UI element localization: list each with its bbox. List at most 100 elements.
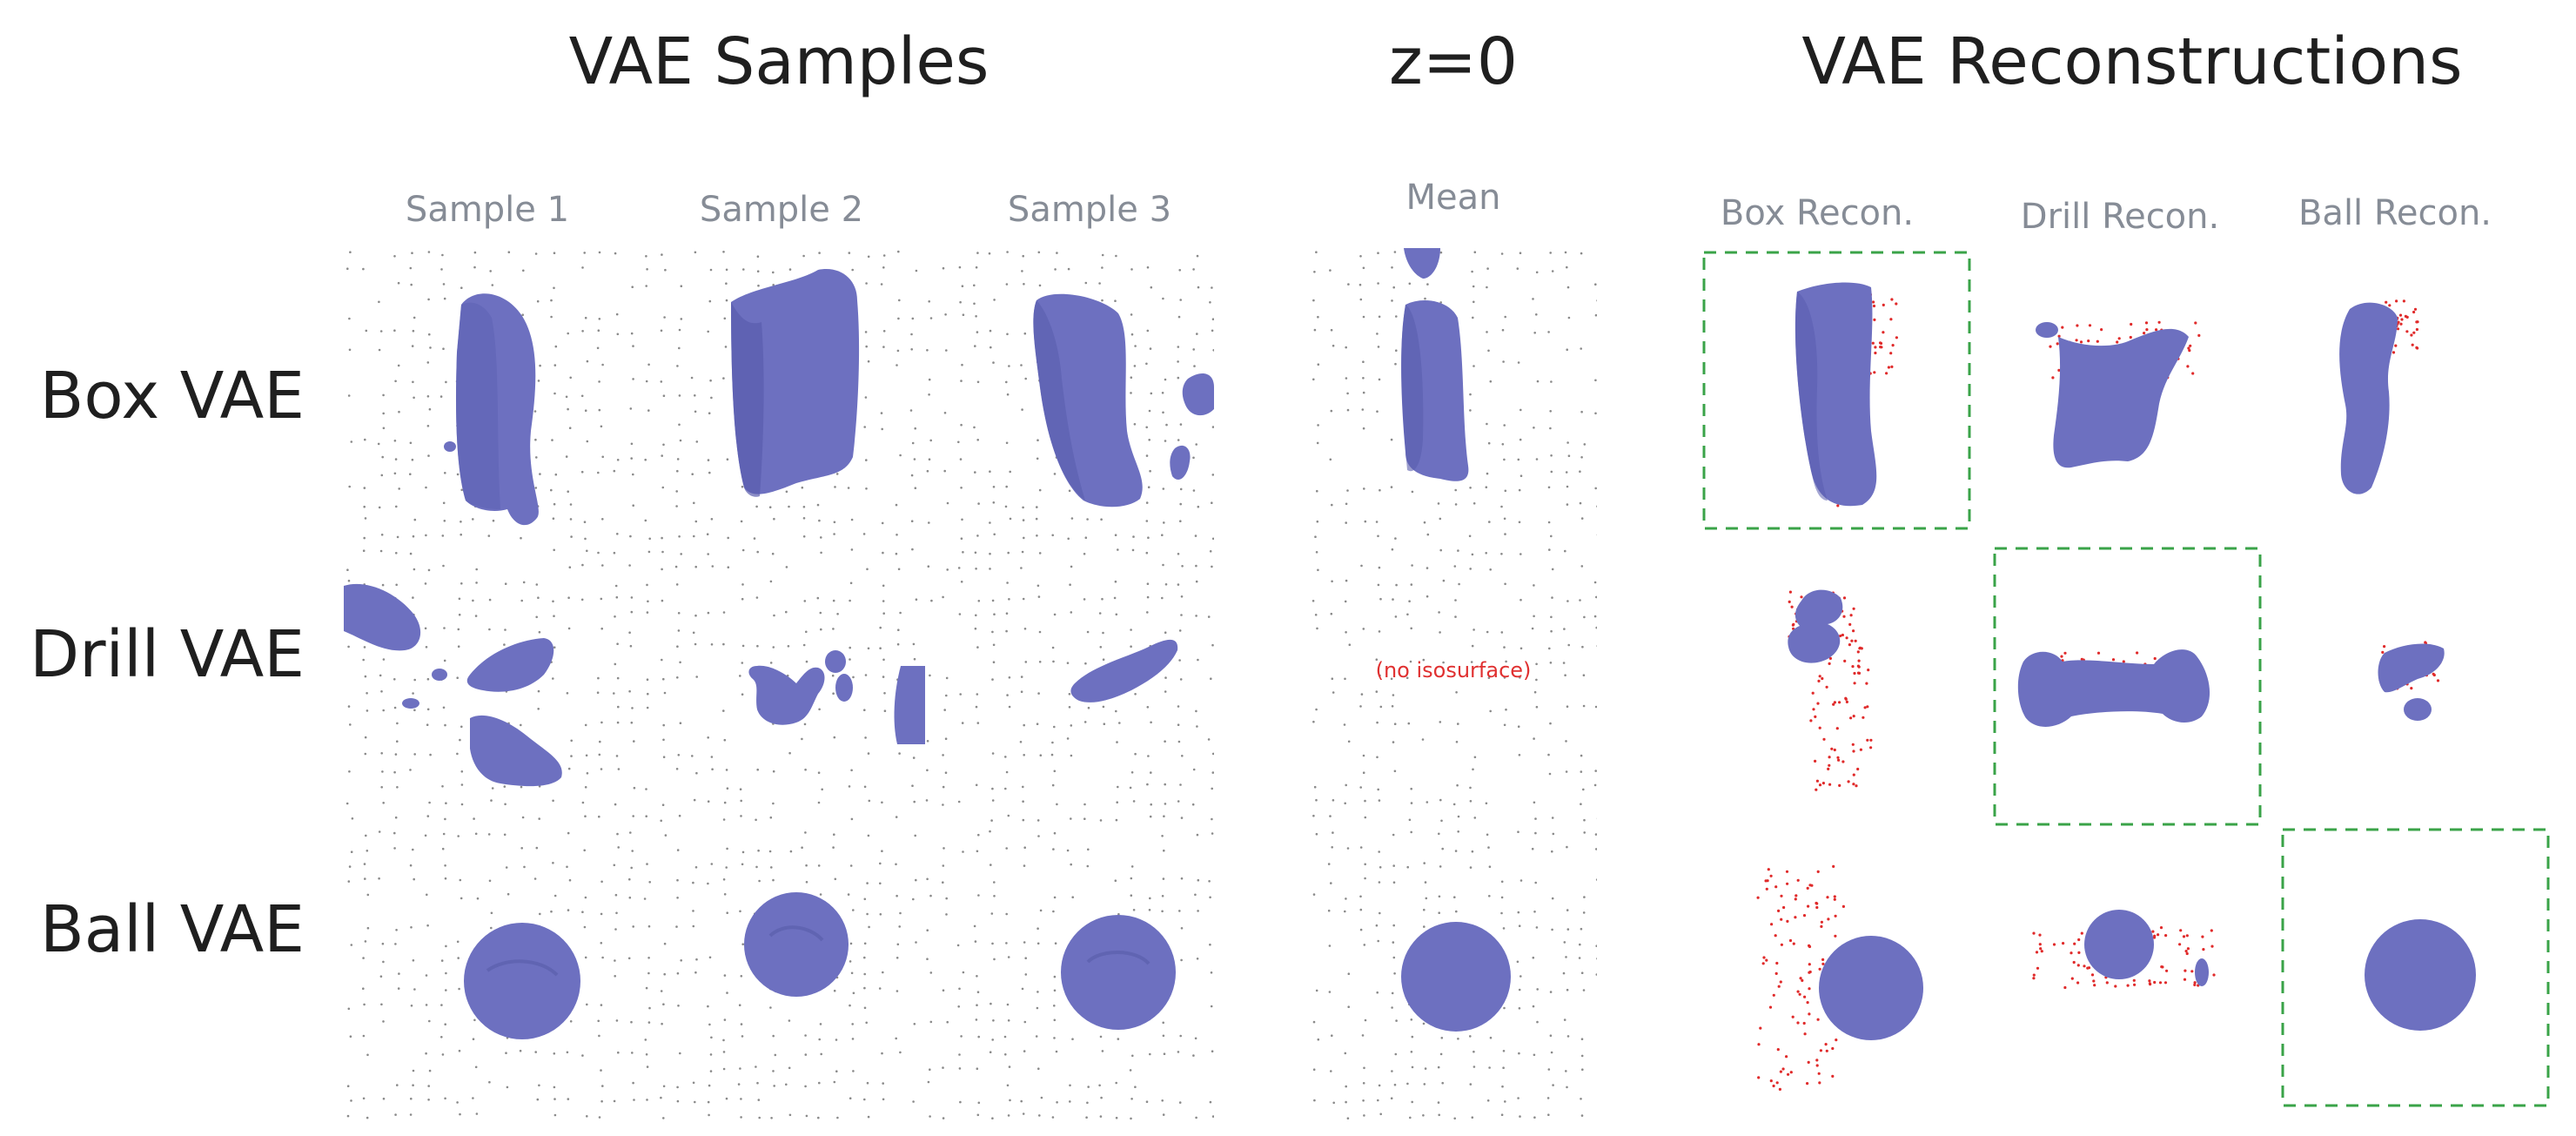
grid-point (896, 894, 898, 897)
grid-point (632, 378, 634, 380)
grid-point (1566, 909, 1569, 911)
grid-point (631, 707, 634, 709)
grid-point (539, 912, 541, 916)
grid-point (1054, 268, 1057, 271)
grid-point (833, 521, 836, 524)
grid-point (601, 363, 604, 366)
grid-point (928, 300, 930, 303)
grid-point (645, 788, 647, 790)
grid-point (1411, 1035, 1414, 1039)
grid-point (382, 658, 386, 661)
grid-point (820, 551, 822, 555)
grid-point (676, 897, 679, 899)
recon-query-point (1779, 1070, 1782, 1073)
grid-point (413, 988, 416, 991)
grid-point (1129, 1069, 1132, 1072)
recon-query-point (1833, 748, 1836, 752)
grid-point (1056, 803, 1058, 806)
grid-point (850, 971, 854, 975)
grid-point (1457, 723, 1459, 725)
grid-point (679, 722, 682, 724)
grid-point (772, 646, 775, 649)
grid-point (976, 534, 979, 537)
grid-point (1084, 281, 1088, 285)
grid-point (1006, 393, 1010, 396)
grid-point (1566, 348, 1568, 351)
grid-point (678, 346, 681, 350)
grid-point (1037, 1067, 1040, 1070)
recon-query-point (1882, 331, 1885, 334)
grid-point (628, 564, 631, 567)
grid-point (741, 583, 744, 586)
grid-point (1582, 911, 1586, 914)
grid-point (848, 252, 851, 254)
grid-point (960, 487, 963, 489)
grid-point (1504, 489, 1507, 493)
grid-point (1594, 313, 1597, 317)
grid-point (521, 313, 524, 316)
grid-point (1378, 630, 1381, 633)
samples-grid-graphic (344, 250, 1214, 1120)
grid-point (1580, 754, 1583, 757)
grid-point (1161, 1099, 1164, 1102)
grid-point (849, 1097, 852, 1099)
grid-point (409, 769, 412, 771)
grid-point (1083, 598, 1086, 601)
grid-point (426, 924, 429, 927)
grid-point (975, 315, 977, 318)
grid-point (600, 721, 603, 724)
grid-point (1163, 521, 1165, 524)
grid-point (1565, 471, 1568, 474)
recon-query-point (1856, 767, 1860, 771)
recon-query-point (2114, 985, 2117, 988)
grid-point (1117, 548, 1119, 551)
grid-point (614, 584, 618, 588)
recon-query-point (1810, 884, 1814, 887)
grid-point (1502, 1066, 1505, 1069)
grid-point (694, 1100, 696, 1104)
grid-point (1191, 803, 1195, 806)
grid-point (850, 769, 853, 772)
grid-point (883, 692, 886, 695)
grid-point (1331, 503, 1333, 507)
grid-point (1066, 662, 1070, 664)
grid-point (538, 630, 541, 634)
grid-point (740, 799, 742, 803)
recon-query-point (2193, 983, 2197, 986)
grid-point (695, 676, 698, 678)
recon-query-point (1895, 336, 1898, 339)
grid-point (1547, 521, 1551, 524)
grid-point (598, 1034, 600, 1038)
recon-query-point (1781, 1067, 1785, 1071)
grid-point (740, 815, 742, 817)
grid-point (817, 864, 821, 867)
grid-point (1180, 877, 1184, 880)
grid-point (410, 926, 413, 929)
grid-point (707, 330, 709, 333)
grid-point (442, 832, 446, 836)
grid-point (959, 458, 963, 460)
grid-point (393, 255, 396, 258)
grid-point (1148, 909, 1151, 911)
grid-point (991, 630, 994, 634)
grid-point (1562, 662, 1566, 664)
grid-point (1359, 298, 1363, 301)
grid-point (613, 864, 616, 867)
grid-point (1550, 534, 1553, 538)
grid-point (645, 1053, 648, 1056)
grid-point (613, 551, 616, 555)
recon-query-point (1815, 1059, 1819, 1062)
grid-point (662, 756, 666, 758)
grid-point (1358, 283, 1362, 286)
grid-point (1364, 520, 1367, 523)
grid-point (1504, 533, 1506, 535)
recon-query-point (1853, 682, 1856, 685)
grid-point (456, 1101, 459, 1104)
grid-point (597, 471, 600, 474)
grid-point (1486, 422, 1488, 426)
grid-point (945, 694, 948, 697)
grid-point (1055, 1050, 1058, 1053)
grid-point (1362, 391, 1365, 394)
grid-point (929, 1020, 933, 1024)
grid-point (598, 380, 600, 383)
